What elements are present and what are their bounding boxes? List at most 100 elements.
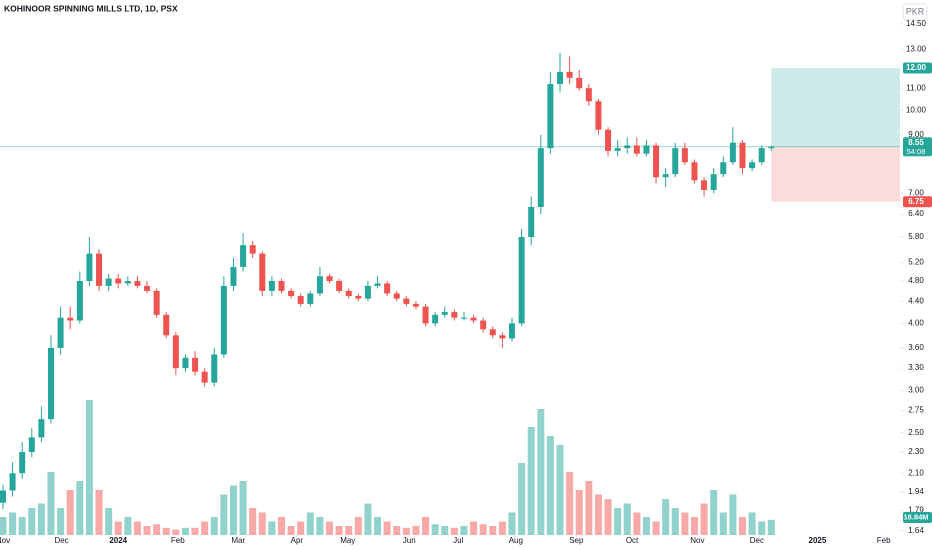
volume-bar (57, 508, 65, 535)
candle-body (220, 285, 227, 355)
y-tick-label: 11.00 (906, 83, 926, 92)
x-tick-label: Apr (291, 536, 304, 545)
volume-bar (335, 526, 343, 535)
candle-body (451, 312, 458, 318)
candle-body (585, 88, 592, 102)
candle-body (163, 314, 170, 336)
candle-body (393, 293, 400, 299)
volume-bar (546, 436, 554, 535)
target-label: 12.00 (906, 63, 927, 72)
volume-bar (710, 490, 718, 535)
candle-body (758, 148, 765, 163)
volume-bar (162, 527, 170, 535)
volume-bar (748, 512, 756, 535)
volume-bar (9, 512, 17, 535)
candle-body (729, 142, 736, 163)
candle-body (230, 266, 237, 286)
target-zone (771, 67, 900, 147)
y-tick-label: 7.00 (908, 188, 924, 197)
volume-bar (374, 517, 382, 535)
volume-bar (700, 503, 708, 535)
candle-body (432, 314, 439, 324)
candle-body (124, 281, 131, 284)
x-tick-label: Oct (626, 536, 639, 545)
volume-label: 16.84M (903, 512, 928, 521)
volume-bar (85, 400, 93, 535)
candle-body (67, 317, 74, 321)
volume-bar (345, 526, 353, 535)
candle-body (691, 162, 698, 181)
volume-bar (460, 526, 468, 535)
volume-bar (383, 521, 391, 535)
volume-bar (191, 527, 199, 535)
volume-bar (105, 508, 113, 535)
candle-body (192, 357, 199, 372)
volume-bar (37, 503, 45, 535)
y-tick-label: 13.00 (906, 44, 927, 53)
volume-bar (527, 427, 535, 535)
candle-body (326, 276, 333, 282)
x-tick-label: Jul (453, 536, 463, 545)
volume-bar (441, 526, 449, 535)
volume-bar (297, 521, 305, 535)
volume-bar (172, 529, 180, 535)
candle-body (307, 293, 314, 304)
y-tick-label: 3.00 (908, 385, 924, 394)
volume-bar (623, 503, 631, 535)
currency-label[interactable]: PKR (906, 6, 925, 16)
volume-bar (316, 517, 324, 535)
volume-bar (114, 521, 122, 535)
volume-bar (450, 527, 458, 535)
y-tick-label: 14.50 (906, 19, 927, 28)
x-tick-label: 2025 (809, 536, 827, 545)
volume-bar (556, 445, 564, 535)
candle-body (47, 347, 54, 420)
candle-body (547, 83, 554, 149)
candle-body (374, 283, 381, 286)
volume-bar (498, 521, 506, 535)
candle-body (19, 452, 26, 474)
candle-body (720, 162, 727, 175)
candle-body (576, 77, 583, 89)
candle-body (403, 298, 410, 304)
candle-body (470, 317, 477, 321)
volume-bar (277, 517, 285, 535)
x-tick-label: 2024 (109, 536, 127, 545)
stop-label: 6.75 (908, 197, 924, 206)
y-tick-label: 1.79 (908, 505, 924, 514)
candle-body (518, 237, 525, 324)
candle-body (249, 245, 256, 254)
candle-body (96, 253, 103, 286)
volume-bar (412, 526, 420, 535)
last-price-box (903, 137, 932, 157)
last-price-label: 8.55 (908, 138, 924, 147)
candle-body (662, 174, 669, 178)
candle-body (134, 281, 141, 286)
volume-bar (767, 519, 775, 535)
volume-bar (508, 512, 516, 535)
candle-body (605, 129, 612, 151)
currency-button[interactable] (902, 3, 928, 21)
volume-bar (738, 517, 746, 535)
x-tick-label: Dec (750, 536, 764, 545)
target-box (903, 62, 932, 74)
stop-zone (771, 146, 900, 202)
y-tick-label: 3.60 (908, 343, 924, 352)
candle-body (355, 296, 362, 299)
volume-bar (153, 524, 161, 535)
volume-bar (306, 512, 314, 535)
volume-bar (614, 508, 622, 535)
candle-body (499, 335, 506, 339)
volume-bar (422, 517, 430, 535)
candle-body (595, 101, 602, 130)
volume-bar (28, 508, 36, 535)
x-tick-label: Feb (877, 536, 891, 545)
y-tick-label: 6.40 (908, 209, 924, 218)
x-tick-label: Jun (403, 536, 416, 545)
volume-bar (393, 526, 401, 535)
candle-body (86, 253, 93, 282)
candle-body (144, 285, 151, 291)
volume-bar (431, 524, 439, 535)
